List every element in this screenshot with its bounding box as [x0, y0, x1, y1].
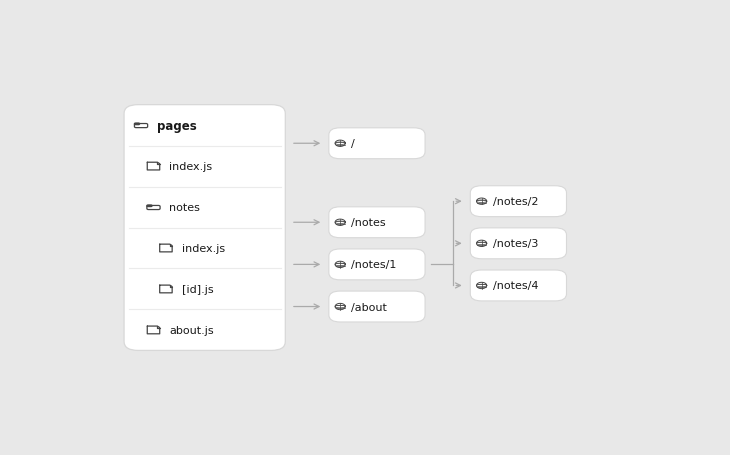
Text: /notes/1: /notes/1 [352, 260, 397, 270]
Text: pages: pages [157, 119, 196, 132]
Text: index.js: index.js [182, 243, 225, 253]
Text: /notes/2: /notes/2 [493, 197, 539, 207]
FancyBboxPatch shape [328, 292, 425, 322]
Text: index.js: index.js [169, 162, 212, 172]
FancyBboxPatch shape [470, 187, 566, 217]
FancyBboxPatch shape [470, 270, 566, 301]
FancyBboxPatch shape [328, 128, 425, 159]
Text: /about: /about [352, 302, 388, 312]
Text: /: / [352, 139, 356, 149]
FancyBboxPatch shape [328, 207, 425, 238]
FancyBboxPatch shape [124, 106, 285, 351]
Text: /notes: /notes [352, 218, 386, 228]
FancyBboxPatch shape [470, 228, 566, 259]
FancyBboxPatch shape [328, 249, 425, 280]
Text: about.js: about.js [169, 325, 214, 335]
Text: notes: notes [169, 202, 200, 212]
Text: [id].js: [id].js [182, 284, 213, 294]
Text: /notes/3: /notes/3 [493, 239, 538, 249]
Text: /notes/4: /notes/4 [493, 281, 539, 291]
